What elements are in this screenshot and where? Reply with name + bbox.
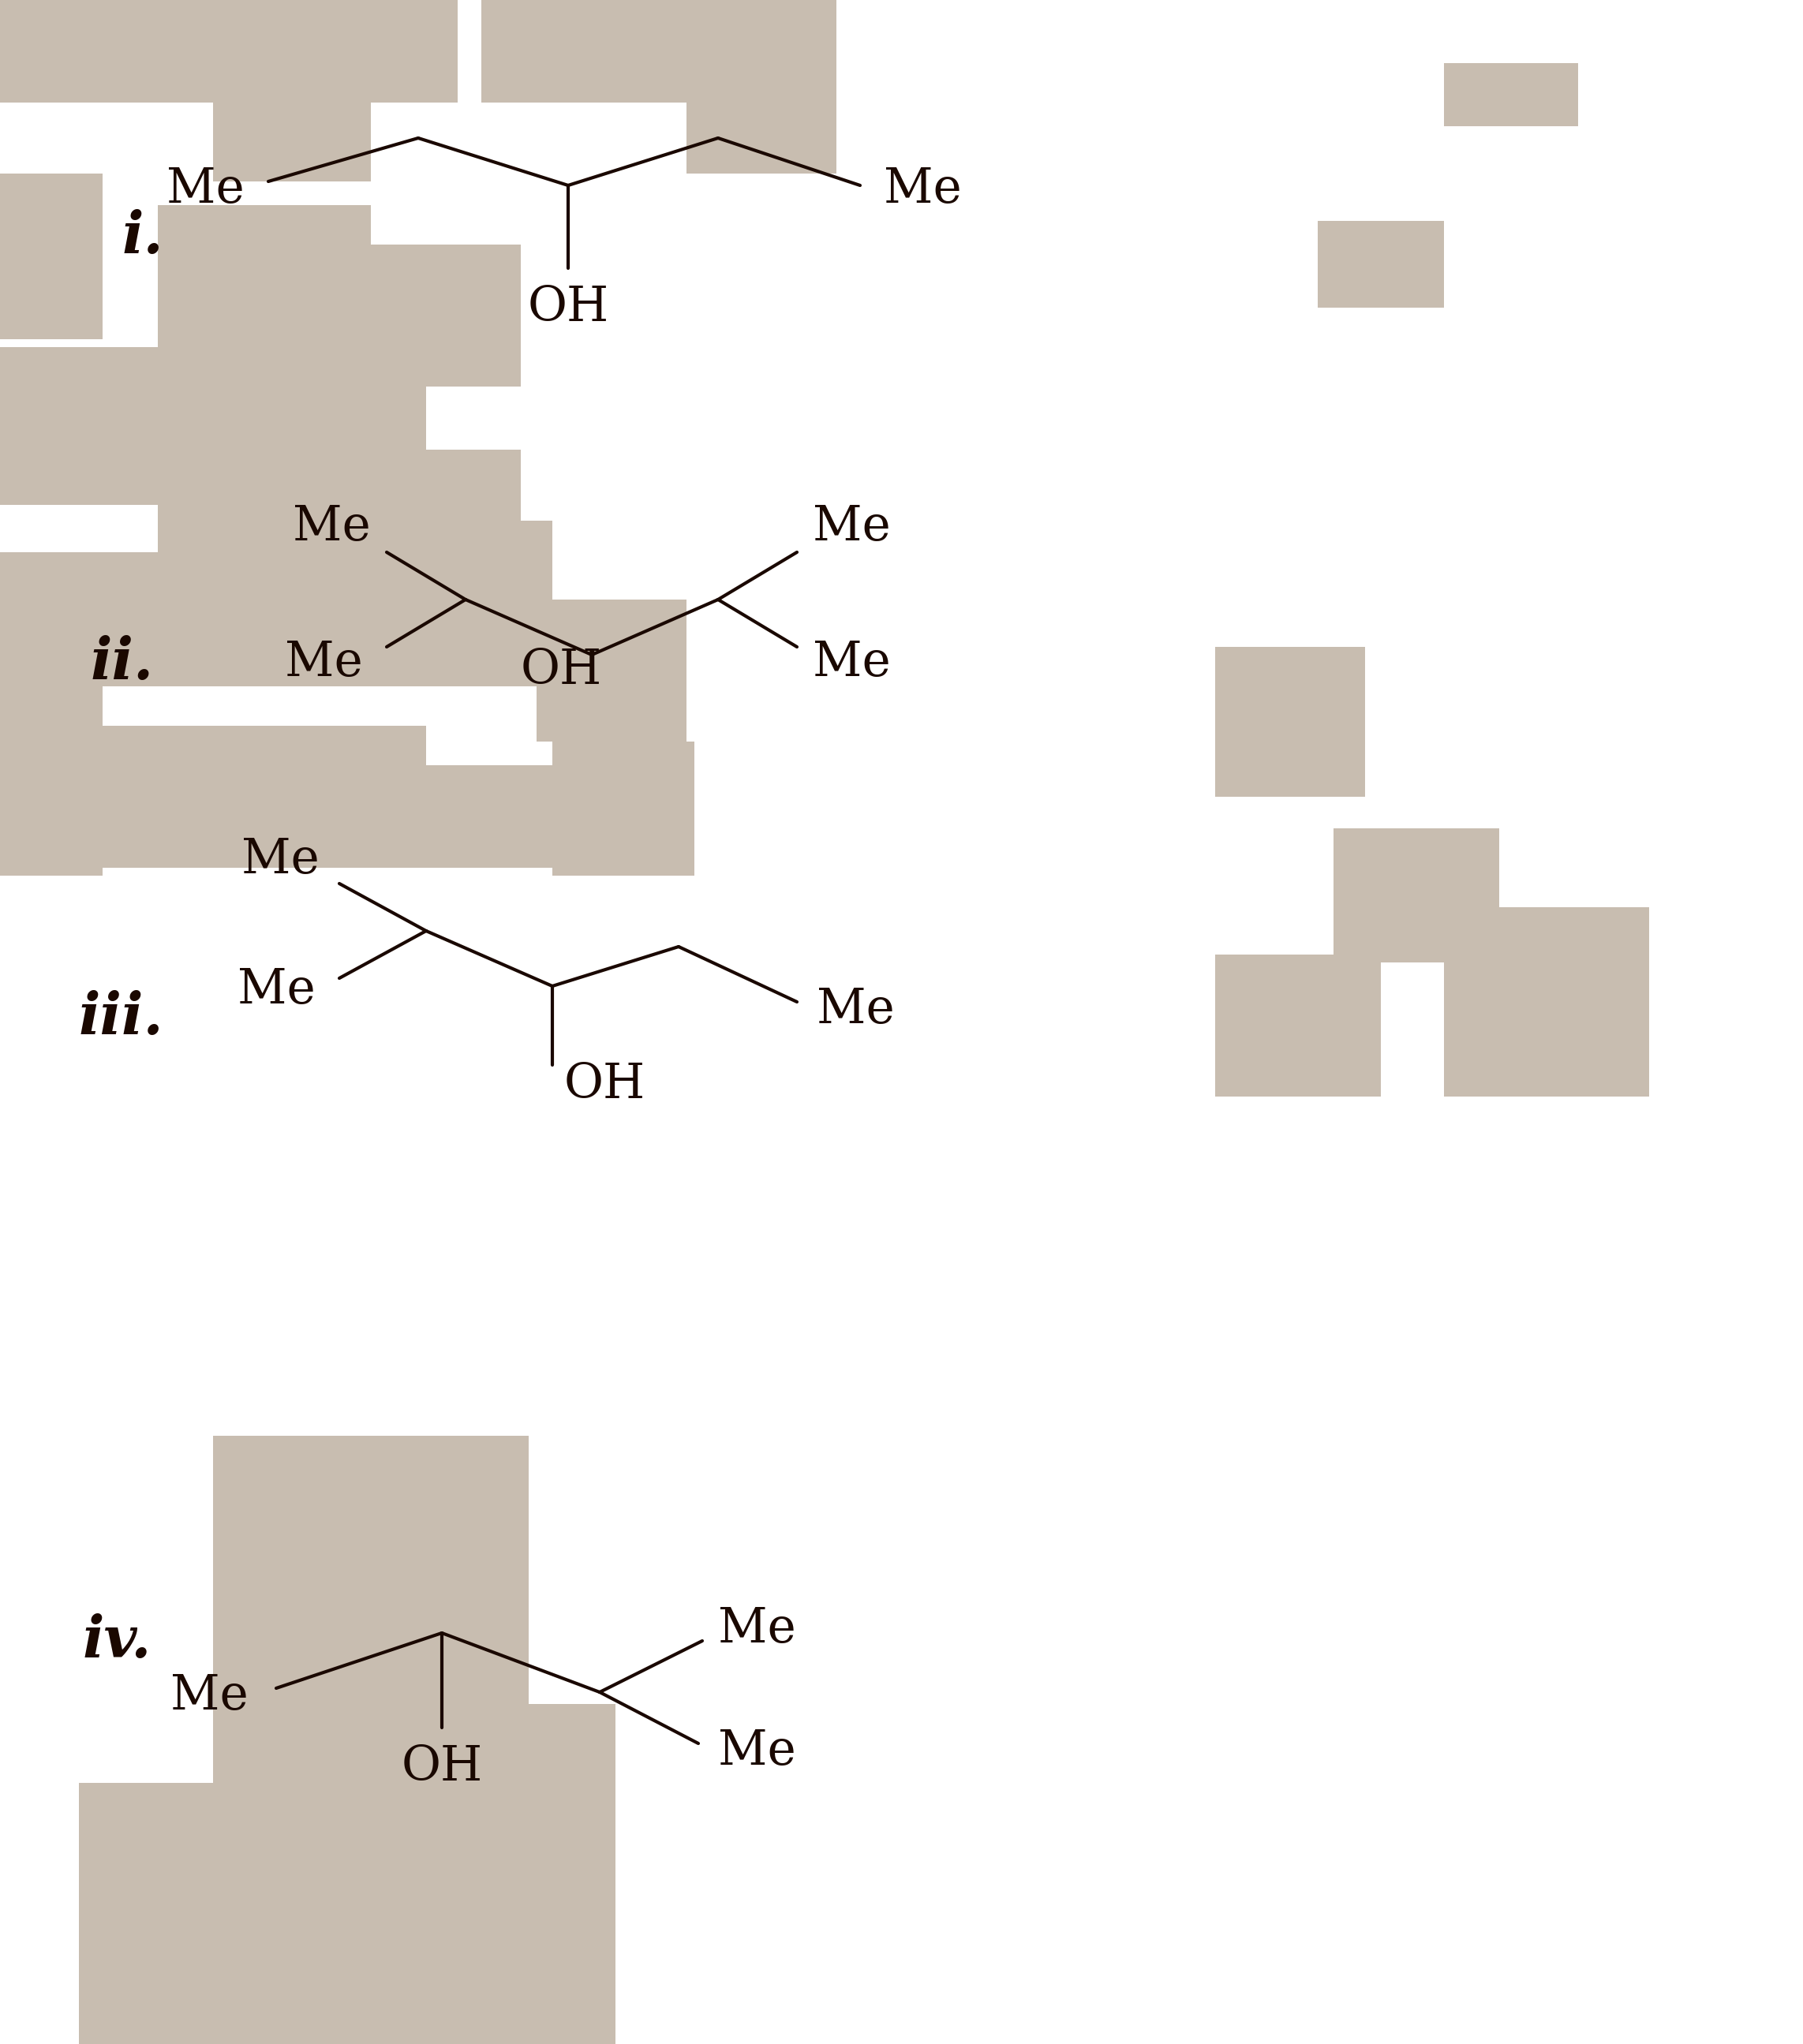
Bar bbox=[537, 599, 687, 742]
Bar bbox=[426, 521, 552, 687]
Bar bbox=[159, 386, 426, 560]
Bar bbox=[213, 0, 371, 182]
Bar bbox=[213, 1435, 528, 1641]
Text: Me: Me bbox=[817, 985, 894, 1034]
Bar bbox=[1215, 955, 1381, 1096]
Bar bbox=[0, 552, 552, 687]
Text: Me: Me bbox=[718, 1727, 795, 1774]
Text: OH: OH bbox=[521, 646, 602, 695]
Bar bbox=[395, 1705, 615, 1917]
Bar bbox=[1334, 828, 1500, 963]
Bar bbox=[481, 0, 687, 102]
Text: Me: Me bbox=[166, 166, 245, 213]
Bar bbox=[687, 0, 837, 174]
Bar bbox=[103, 726, 426, 869]
Bar bbox=[79, 1782, 395, 2044]
Bar bbox=[0, 0, 458, 102]
Text: OH: OH bbox=[400, 1744, 483, 1791]
Text: Me: Me bbox=[242, 836, 319, 883]
Bar bbox=[371, 450, 521, 615]
Bar bbox=[1215, 646, 1365, 797]
Text: Me: Me bbox=[813, 503, 891, 550]
Text: iv.: iv. bbox=[83, 1613, 151, 1668]
Text: Me: Me bbox=[292, 503, 371, 550]
Bar bbox=[426, 764, 552, 869]
Text: OH: OH bbox=[564, 1061, 645, 1108]
Text: Me: Me bbox=[813, 640, 891, 687]
Bar bbox=[0, 174, 103, 339]
Bar bbox=[1444, 908, 1650, 1057]
Bar bbox=[1318, 221, 1444, 309]
Text: OH: OH bbox=[528, 284, 609, 331]
Text: Me: Me bbox=[285, 640, 362, 687]
Text: Me: Me bbox=[171, 1672, 249, 1719]
Bar bbox=[395, 1838, 615, 2044]
Text: iii.: iii. bbox=[79, 989, 164, 1047]
Text: Me: Me bbox=[883, 166, 961, 213]
Text: Me: Me bbox=[718, 1605, 795, 1654]
Bar bbox=[371, 245, 521, 386]
Bar bbox=[1444, 63, 1578, 127]
Bar bbox=[213, 1594, 528, 1838]
Text: Me: Me bbox=[238, 967, 316, 1014]
Bar bbox=[1444, 955, 1650, 1096]
Text: i.: i. bbox=[123, 208, 164, 264]
Text: ii.: ii. bbox=[90, 634, 153, 691]
Bar bbox=[552, 742, 694, 875]
Bar bbox=[159, 204, 371, 386]
Bar bbox=[0, 687, 103, 875]
Bar bbox=[0, 347, 159, 505]
